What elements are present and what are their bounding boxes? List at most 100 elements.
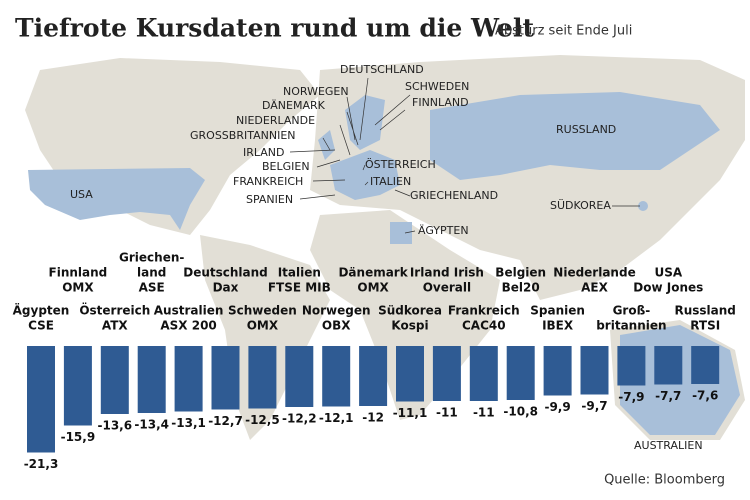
category-label: Frankreich <box>448 304 520 318</box>
source: Quelle: Bloomberg <box>604 473 725 488</box>
value-label: -12,7 <box>208 414 243 428</box>
map-label: FINNLAND <box>412 96 469 109</box>
category-label: Ägypten <box>13 303 70 318</box>
bar <box>543 346 572 396</box>
category-label: OBX <box>322 319 351 333</box>
category-label: Spanien <box>530 304 585 318</box>
value-label: -11 <box>436 406 458 420</box>
value-label: -7,7 <box>655 389 681 403</box>
map-label: NIEDERLANDE <box>236 114 315 127</box>
map-label: ÖSTERREICH <box>365 158 436 171</box>
category-label: Deutschland <box>183 266 268 280</box>
bar <box>432 346 461 401</box>
category-label: Kospi <box>391 319 428 333</box>
map-label: FRANKREICH <box>233 175 303 188</box>
value-label: -13,6 <box>98 419 133 433</box>
category-label: Italien <box>278 266 321 280</box>
value-label: -11,1 <box>393 406 428 420</box>
category-label: Belgien <box>495 266 546 280</box>
category-label: ASE <box>139 281 165 295</box>
category-label: Griechen- <box>119 251 184 265</box>
category-label: Südkorea <box>378 304 442 318</box>
category-label: Australien <box>154 304 224 318</box>
category-label: RTSI <box>690 319 720 333</box>
category-label: Russland <box>674 304 735 318</box>
value-label: -12,1 <box>319 411 354 425</box>
value-label: -21,3 <box>24 457 59 471</box>
bar <box>469 346 498 401</box>
category-label: land <box>137 266 166 280</box>
map-label: NORWEGEN <box>283 85 349 98</box>
bar <box>396 346 424 402</box>
map-label: ÄGYPTEN <box>418 224 469 237</box>
value-label: -12,2 <box>282 412 317 426</box>
map-label: GROSSBRITANNIEN <box>190 129 296 142</box>
category-label: Groß- <box>613 304 651 318</box>
bar <box>211 346 240 410</box>
chart-title: Tiefrote Kursdaten rund um die Welt <box>15 14 534 43</box>
value-label: -7,6 <box>692 389 718 403</box>
value-label: -10,8 <box>503 405 538 419</box>
category-label: Finnland <box>49 266 108 280</box>
category-label: CAC40 <box>462 319 506 333</box>
chart-subtitle: Absturz seit Ende Juli <box>495 24 632 39</box>
bar <box>285 346 314 407</box>
value-label: -7,9 <box>618 390 644 404</box>
value-label: -11 <box>473 406 495 420</box>
map-label: GRIECHENLAND <box>410 189 498 202</box>
category-label: britannien <box>596 319 666 333</box>
map-label: ITALIEN <box>370 175 411 188</box>
value-label: -13,1 <box>171 416 206 430</box>
map-label: USA <box>70 188 93 201</box>
category-label: Overall <box>423 281 471 295</box>
map-label: IRLAND <box>243 146 285 159</box>
map-label: SÜDKOREA <box>550 199 611 212</box>
category-label: Irland Irish <box>410 266 484 280</box>
map-label: SPANIEN <box>246 193 293 206</box>
bar <box>248 346 277 409</box>
value-label: -12,5 <box>245 413 280 427</box>
bar <box>100 346 129 414</box>
category-label: Niederlande <box>553 266 635 280</box>
bar <box>506 346 535 400</box>
bar <box>654 346 683 385</box>
value-label: -9,7 <box>581 399 607 413</box>
category-label: IBEX <box>542 319 574 333</box>
category-label: ATX <box>102 319 129 333</box>
category-label: Schweden <box>228 304 297 318</box>
bar <box>27 346 55 453</box>
bar <box>174 346 203 412</box>
bar <box>322 346 351 407</box>
category-label: Dax <box>213 281 239 295</box>
category-label: Bel20 <box>502 281 540 295</box>
category-label: Norwegen <box>302 304 371 318</box>
category-label: OMX <box>357 281 389 295</box>
category-label: CSE <box>28 319 54 333</box>
value-label: -12 <box>362 411 384 425</box>
category-label: Dow Jones <box>633 281 703 295</box>
bar <box>137 346 166 413</box>
map-label: RUSSLAND <box>556 123 616 136</box>
value-label: -15,9 <box>61 430 96 444</box>
map-label: BELGIEN <box>262 160 310 173</box>
bar <box>359 346 388 406</box>
category-label: ASX 200 <box>160 319 216 333</box>
map-label: DEUTSCHLAND <box>340 63 424 76</box>
bar <box>617 346 646 386</box>
bar <box>63 346 92 426</box>
value-label: -13,4 <box>134 418 169 432</box>
category-label: FTSE MIB <box>268 281 331 295</box>
value-label: -9,9 <box>544 400 570 414</box>
category-label: Österreich <box>79 303 150 318</box>
category-label: USA <box>654 266 682 280</box>
map-label: SCHWEDEN <box>405 80 469 93</box>
map-label: AUSTRALIEN <box>634 439 703 452</box>
category-label: Dänemark <box>338 266 408 280</box>
bar <box>580 346 609 395</box>
category-label: OMX <box>247 319 279 333</box>
category-label: AEX <box>581 281 608 295</box>
map-label: DÄNEMARK <box>262 99 326 112</box>
category-label: OMX <box>62 281 94 295</box>
bar <box>691 346 720 384</box>
